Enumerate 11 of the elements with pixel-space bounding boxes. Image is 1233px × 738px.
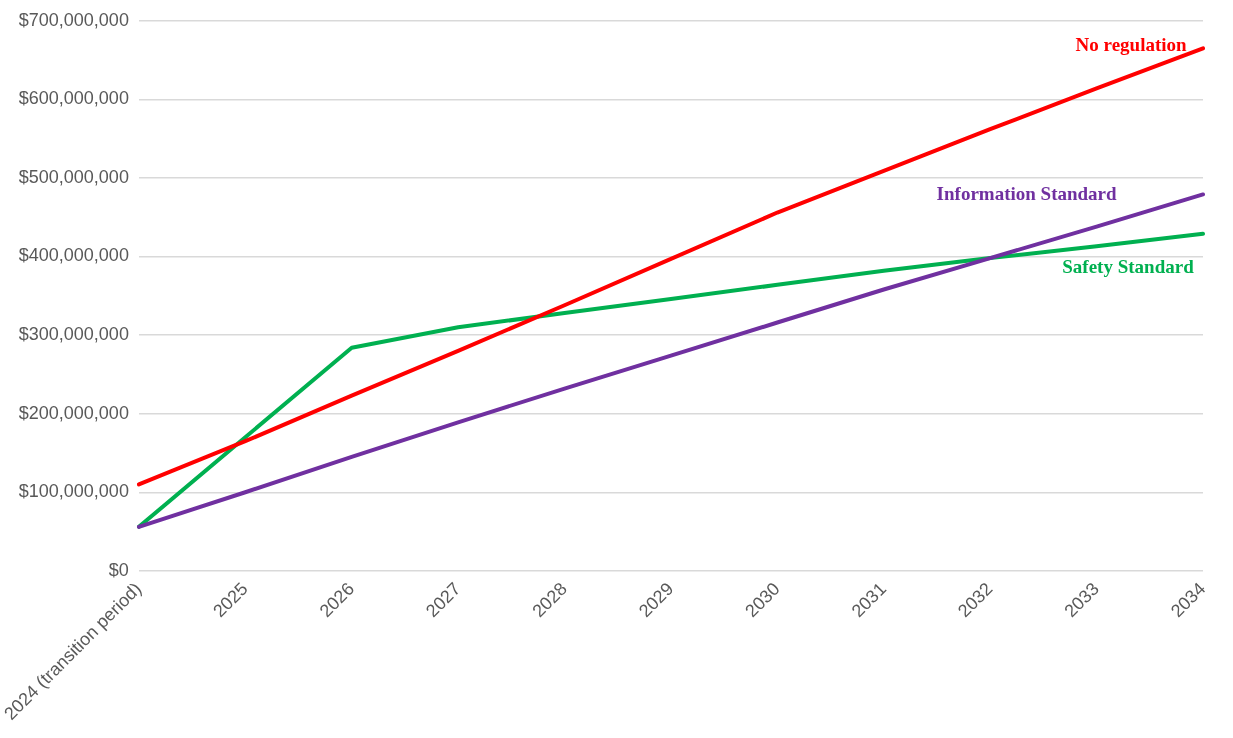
y-tick-label: $500,000,000 xyxy=(18,166,129,187)
y-tick-label: $600,000,000 xyxy=(18,88,129,109)
y-tick-label: $700,000,000 xyxy=(18,9,129,30)
y-tick-label: $400,000,000 xyxy=(18,245,129,266)
y-tick-label: $0 xyxy=(108,559,129,580)
y-tick-label: $100,000,000 xyxy=(18,481,129,502)
y-tick-label: $300,000,000 xyxy=(18,324,129,345)
series-label: Information Standard xyxy=(936,182,1118,204)
y-tick-label: $200,000,000 xyxy=(18,402,129,423)
series-label: Safety Standard xyxy=(1062,255,1195,277)
series-label: No regulation xyxy=(1075,34,1188,56)
